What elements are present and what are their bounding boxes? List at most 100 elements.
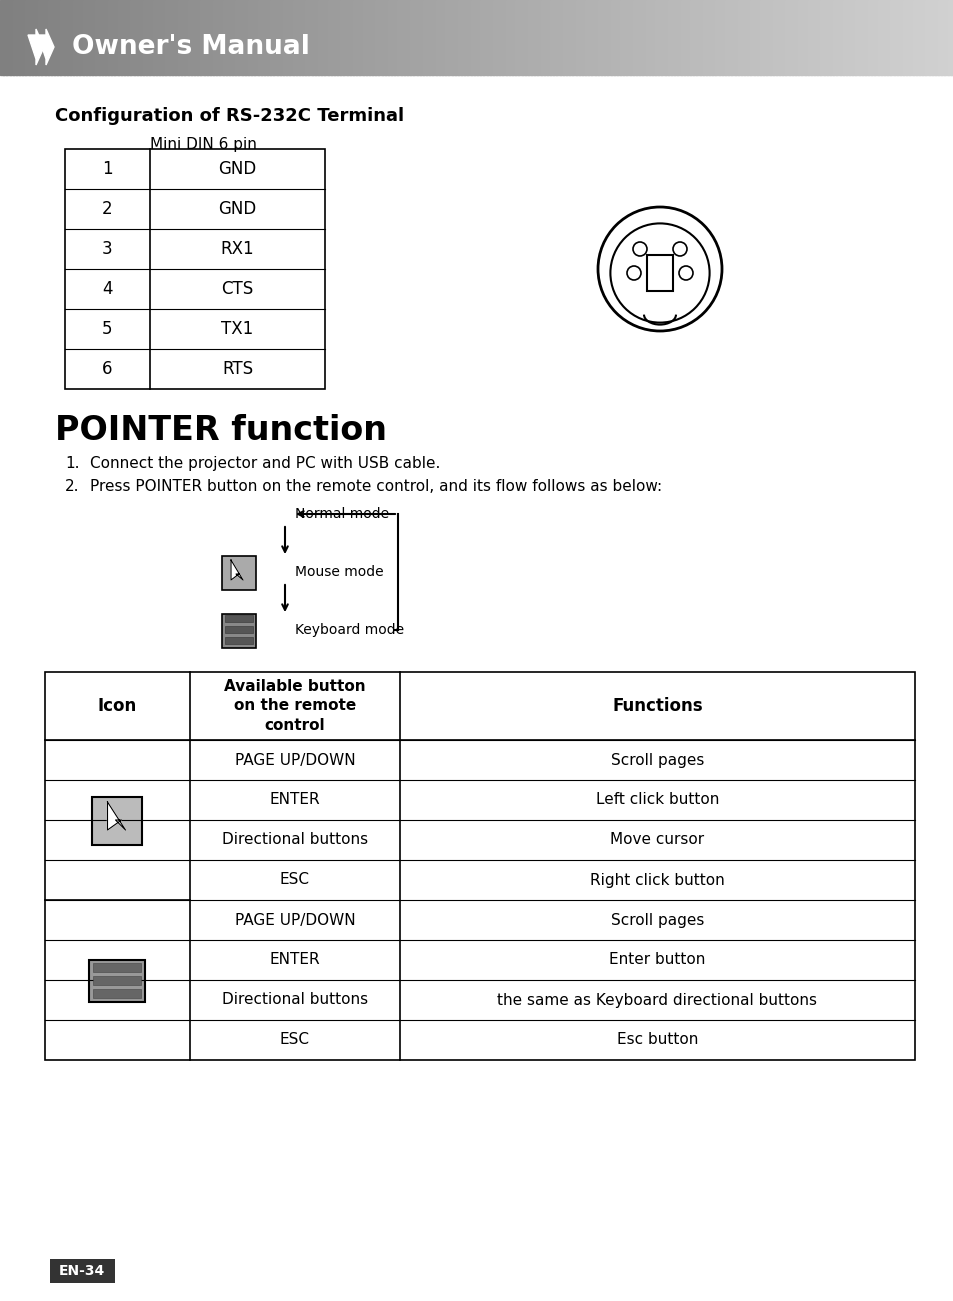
Bar (546, 0, 551, 75)
Bar (355, 0, 360, 75)
Bar (295, 0, 299, 75)
Bar (880, 0, 884, 75)
Bar (807, 0, 811, 75)
Bar (117, 0, 122, 75)
Bar (248, 0, 252, 75)
Bar (646, 255, 672, 291)
Bar (610, 0, 614, 75)
Bar (686, 0, 690, 75)
Bar (889, 0, 894, 75)
Bar (950, 0, 953, 75)
Bar (874, 0, 878, 75)
Bar (893, 0, 897, 75)
Bar (12, 0, 17, 75)
Bar (534, 0, 537, 75)
Text: EN-34: EN-34 (59, 1265, 105, 1278)
Text: ESC: ESC (280, 1033, 310, 1047)
Bar (54, 0, 58, 75)
Bar (820, 0, 823, 75)
Text: Mini DIN 6 pin: Mini DIN 6 pin (150, 137, 256, 152)
Bar (540, 0, 544, 75)
Bar (264, 0, 268, 75)
Bar (905, 0, 909, 75)
Bar (858, 0, 862, 75)
Bar (422, 0, 427, 75)
Bar (60, 0, 65, 75)
Bar (232, 0, 236, 75)
Bar (136, 0, 141, 75)
Text: GND: GND (218, 160, 256, 178)
Bar (64, 0, 68, 75)
Bar (441, 0, 446, 75)
Bar (48, 0, 51, 75)
Bar (839, 0, 842, 75)
Polygon shape (38, 29, 54, 65)
Bar (57, 0, 61, 75)
Bar (943, 0, 947, 75)
Bar (912, 0, 916, 75)
Text: ENTER: ENTER (270, 952, 320, 968)
Bar (143, 0, 147, 75)
Bar (331, 0, 335, 75)
Bar (7, 0, 10, 75)
Bar (505, 0, 509, 75)
Bar (565, 0, 570, 75)
Bar (16, 0, 20, 75)
Text: Connect the projector and PC with USB cable.: Connect the projector and PC with USB ca… (90, 455, 440, 471)
Bar (51, 0, 55, 75)
Bar (394, 0, 398, 75)
Bar (517, 0, 522, 75)
Bar (537, 0, 541, 75)
Bar (641, 0, 646, 75)
Bar (524, 0, 528, 75)
Bar (559, 0, 563, 75)
Text: CTS: CTS (221, 280, 253, 298)
Bar (896, 0, 900, 75)
Bar (286, 0, 290, 75)
Bar (222, 556, 255, 589)
Bar (213, 0, 217, 75)
Bar (124, 0, 128, 75)
Bar (222, 614, 255, 648)
Bar (89, 0, 93, 75)
Bar (908, 0, 913, 75)
Bar (772, 0, 776, 75)
Bar (864, 0, 868, 75)
Bar (193, 0, 198, 75)
Bar (92, 798, 142, 846)
Bar (591, 0, 595, 75)
Bar (222, 0, 227, 75)
Bar (784, 0, 789, 75)
Bar (334, 0, 337, 75)
Bar (512, 0, 516, 75)
Bar (133, 0, 137, 75)
Bar (346, 0, 351, 75)
Bar (298, 0, 303, 75)
Bar (445, 0, 449, 75)
Bar (114, 0, 118, 75)
Bar (489, 0, 494, 75)
Bar (90, 960, 146, 1002)
Bar (293, 0, 296, 75)
Bar (474, 0, 477, 75)
Text: POINTER function: POINTER function (55, 414, 387, 448)
Bar (496, 0, 499, 75)
Bar (150, 0, 153, 75)
Bar (324, 0, 328, 75)
Bar (419, 0, 423, 75)
Text: 5: 5 (102, 320, 112, 338)
Bar (131, 0, 134, 75)
Text: Move cursor: Move cursor (610, 833, 704, 847)
Bar (426, 0, 430, 75)
Bar (851, 0, 856, 75)
Text: Functions: Functions (612, 697, 702, 716)
Bar (779, 0, 782, 75)
Polygon shape (28, 29, 44, 65)
Bar (581, 0, 585, 75)
Bar (924, 0, 928, 75)
Bar (289, 0, 294, 75)
Bar (245, 0, 249, 75)
Bar (362, 0, 366, 75)
Text: Enter button: Enter button (609, 952, 705, 968)
Bar (353, 0, 356, 75)
